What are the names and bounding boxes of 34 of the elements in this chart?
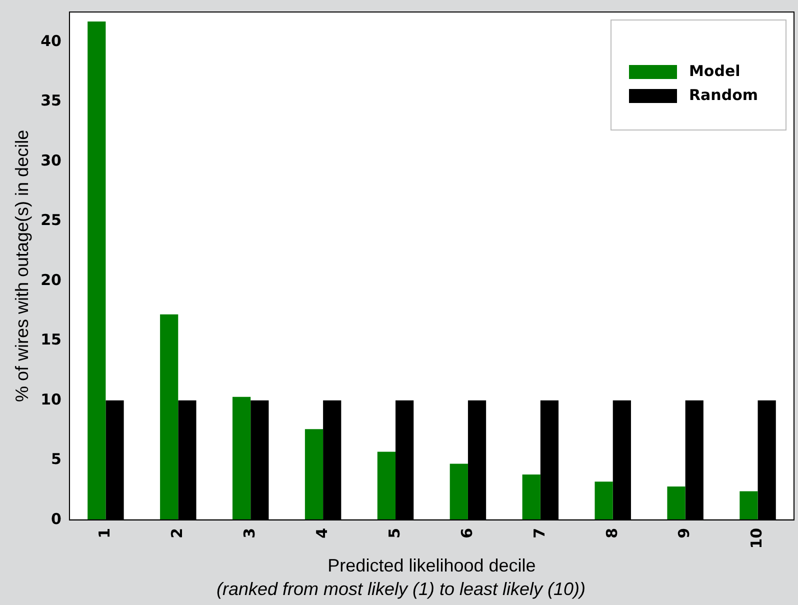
- y-tick-label: 30: [40, 151, 62, 170]
- y-tick-label: 35: [40, 92, 62, 110]
- y-tick-label: 15: [40, 330, 62, 349]
- bar: [667, 486, 686, 520]
- x-tick-label: 6: [458, 528, 476, 538]
- text: (ranked from most likely (1) to least likely (10)): [216, 579, 586, 600]
- x-tick-label: 5: [385, 528, 404, 538]
- x-axis-title: Predicted likelihood decile: [328, 556, 536, 576]
- bar: [304, 429, 324, 520]
- bar: [232, 396, 251, 520]
- y-axis-title: % of wires with outage(s) in decile: [12, 130, 32, 402]
- bar: [594, 482, 613, 520]
- y-tick-label: 10: [40, 390, 62, 408]
- bar: [377, 452, 396, 520]
- x-tick-label: 4: [312, 528, 331, 538]
- x-tick-label: 3: [240, 528, 258, 538]
- bar: [160, 314, 178, 520]
- y-tick-label: 0: [51, 510, 62, 528]
- x-tick-label: 7: [530, 528, 548, 538]
- x-tick-label: 2: [168, 528, 186, 538]
- bar: [522, 474, 540, 520]
- y-tick-label: 5: [51, 450, 62, 468]
- y-tick-label: 25: [40, 211, 62, 230]
- bar: [450, 464, 468, 520]
- bar: [88, 22, 106, 520]
- x-tick-label: 8: [602, 528, 621, 538]
- legend-label: Model: [689, 62, 740, 80]
- y-tick-label: 20: [40, 270, 62, 289]
- y-tick-label: 40: [40, 32, 62, 50]
- x-tick-label: 10: [748, 528, 766, 549]
- x-tick-label: 9: [675, 528, 694, 538]
- x-tick-label: 1: [96, 528, 114, 538]
- legend-label: Random: [689, 86, 758, 104]
- bar: [740, 491, 758, 520]
